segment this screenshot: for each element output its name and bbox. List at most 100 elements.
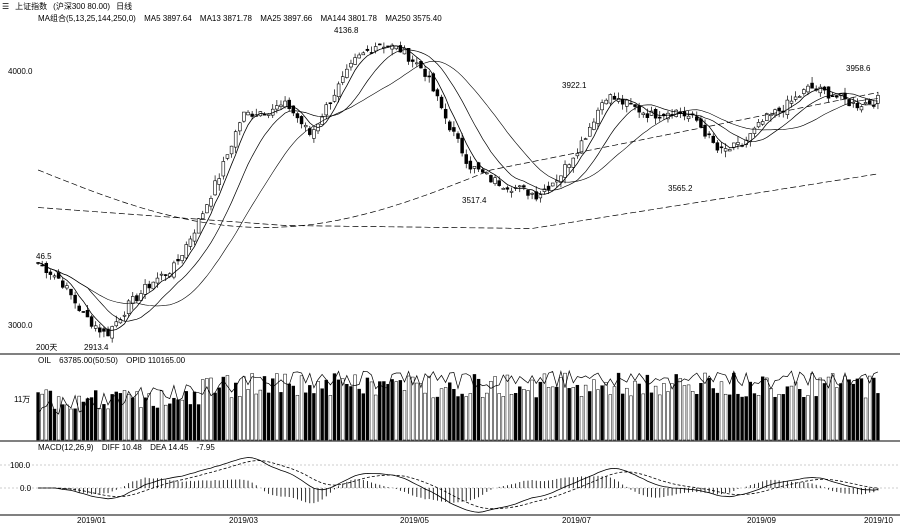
volume-bar xyxy=(476,378,481,441)
candle-body xyxy=(546,185,551,190)
candle-body xyxy=(365,48,370,51)
oi-value: OPID 110165.00 xyxy=(126,356,186,365)
volume-bar xyxy=(221,376,226,441)
candle-body xyxy=(312,129,316,139)
volume-bar xyxy=(513,393,518,441)
volume-bar xyxy=(61,404,65,441)
volume-bar xyxy=(571,387,575,441)
macd-group xyxy=(38,457,879,513)
annotation-3517: 3517.4 xyxy=(462,196,487,205)
candle-body xyxy=(225,154,230,159)
hamburger-icon[interactable]: ☰ xyxy=(2,2,10,11)
volume-bar xyxy=(271,378,275,441)
volume-bar xyxy=(868,375,872,441)
candle-body xyxy=(435,89,440,97)
x-label-2019-07: 2019/07 xyxy=(562,516,591,525)
volume-bar xyxy=(497,393,501,441)
candle-body xyxy=(575,153,580,157)
volume-bar xyxy=(184,391,188,441)
volume-bar xyxy=(262,376,267,441)
volume-bar xyxy=(485,392,489,441)
candle-body xyxy=(221,161,226,177)
candle-body xyxy=(555,180,559,183)
candle-body xyxy=(493,177,497,184)
volume-bar xyxy=(94,390,98,441)
volume-bar xyxy=(703,372,707,441)
candle-body xyxy=(744,139,748,145)
candle-body xyxy=(695,116,699,121)
candle-body xyxy=(620,98,625,105)
volume-bar xyxy=(205,378,209,441)
volume-bar xyxy=(616,372,621,441)
candle-body xyxy=(349,62,353,68)
candle-body xyxy=(505,187,510,190)
candle-body xyxy=(406,48,411,62)
candle-body xyxy=(56,272,61,279)
volume-bar xyxy=(843,375,847,441)
candle-body xyxy=(633,104,637,107)
volume-bar xyxy=(682,385,687,441)
ma250-value: MA250 3575.40 xyxy=(385,14,442,23)
candle-body xyxy=(69,288,73,296)
volume-bar xyxy=(373,394,378,441)
volume-bar xyxy=(316,380,320,441)
volume-bar xyxy=(806,395,810,441)
candle-body xyxy=(81,311,86,313)
volume-bar xyxy=(98,408,102,441)
macd-title[interactable]: MACD(12,26,9) xyxy=(38,443,94,452)
candle-body xyxy=(336,83,341,98)
volume-legend: OIL 63785.00(50:50) OPID 110165.00 xyxy=(38,356,191,365)
volume-bar xyxy=(341,378,345,441)
volume-title[interactable]: OIL xyxy=(38,356,51,365)
volume-bar xyxy=(612,386,617,441)
ma-title[interactable]: MA组合(5,13,25,144,250,0) xyxy=(38,14,136,23)
candle-body xyxy=(608,94,613,104)
candle-body xyxy=(851,102,855,104)
volume-bar xyxy=(526,390,530,441)
candle-body xyxy=(686,115,691,120)
volume-bar xyxy=(85,398,90,441)
annotation-3565: 3565.2 xyxy=(668,184,693,193)
volume-bar xyxy=(238,396,242,441)
candle-body xyxy=(242,111,246,122)
candle-body xyxy=(361,52,366,56)
volume-bar xyxy=(752,393,757,441)
period-selector[interactable]: 日线 xyxy=(116,2,133,11)
volume-bar xyxy=(328,395,333,441)
candle-body xyxy=(209,198,213,207)
candle-body xyxy=(826,86,831,99)
candle-body xyxy=(299,116,304,125)
volume-bar xyxy=(736,393,740,441)
candle-body xyxy=(40,264,44,267)
instrument-header[interactable]: ☰ 上证指数 (沪深300 80.00) 日线 xyxy=(2,1,138,12)
volume-axis-label: 11万 xyxy=(14,395,30,404)
ma5-value: MA5 3897.64 xyxy=(144,14,192,23)
volume-bar xyxy=(732,372,736,441)
candle-body xyxy=(180,255,184,261)
volume-bar xyxy=(839,383,843,441)
candle-body xyxy=(863,102,868,105)
volume-bar xyxy=(653,385,658,441)
candle-body xyxy=(855,102,860,109)
volume-bar xyxy=(728,394,732,441)
volume-bar xyxy=(196,404,201,441)
candle-body xyxy=(353,57,357,65)
candle-body xyxy=(711,135,715,143)
volume-bar xyxy=(711,388,715,441)
ma144-value: MA144 3801.78 xyxy=(320,14,377,23)
candle-body xyxy=(398,45,403,53)
ma250-line xyxy=(38,173,878,229)
macd-legend: MACD(12,26,9) DIFF 10.48 DEA 14.45 -7.95 xyxy=(38,443,221,452)
volume-bar xyxy=(559,377,563,441)
volume-bar xyxy=(633,380,637,441)
candle-body xyxy=(509,190,514,193)
volume-bar xyxy=(847,379,851,441)
candle-body xyxy=(666,112,670,120)
annotation-3922: 3922.1 xyxy=(562,81,587,90)
candle-body xyxy=(769,114,773,117)
ma25-line xyxy=(38,60,878,307)
open-interest-line xyxy=(37,369,879,415)
volume-bar xyxy=(52,408,57,441)
volume-bar xyxy=(332,373,337,441)
